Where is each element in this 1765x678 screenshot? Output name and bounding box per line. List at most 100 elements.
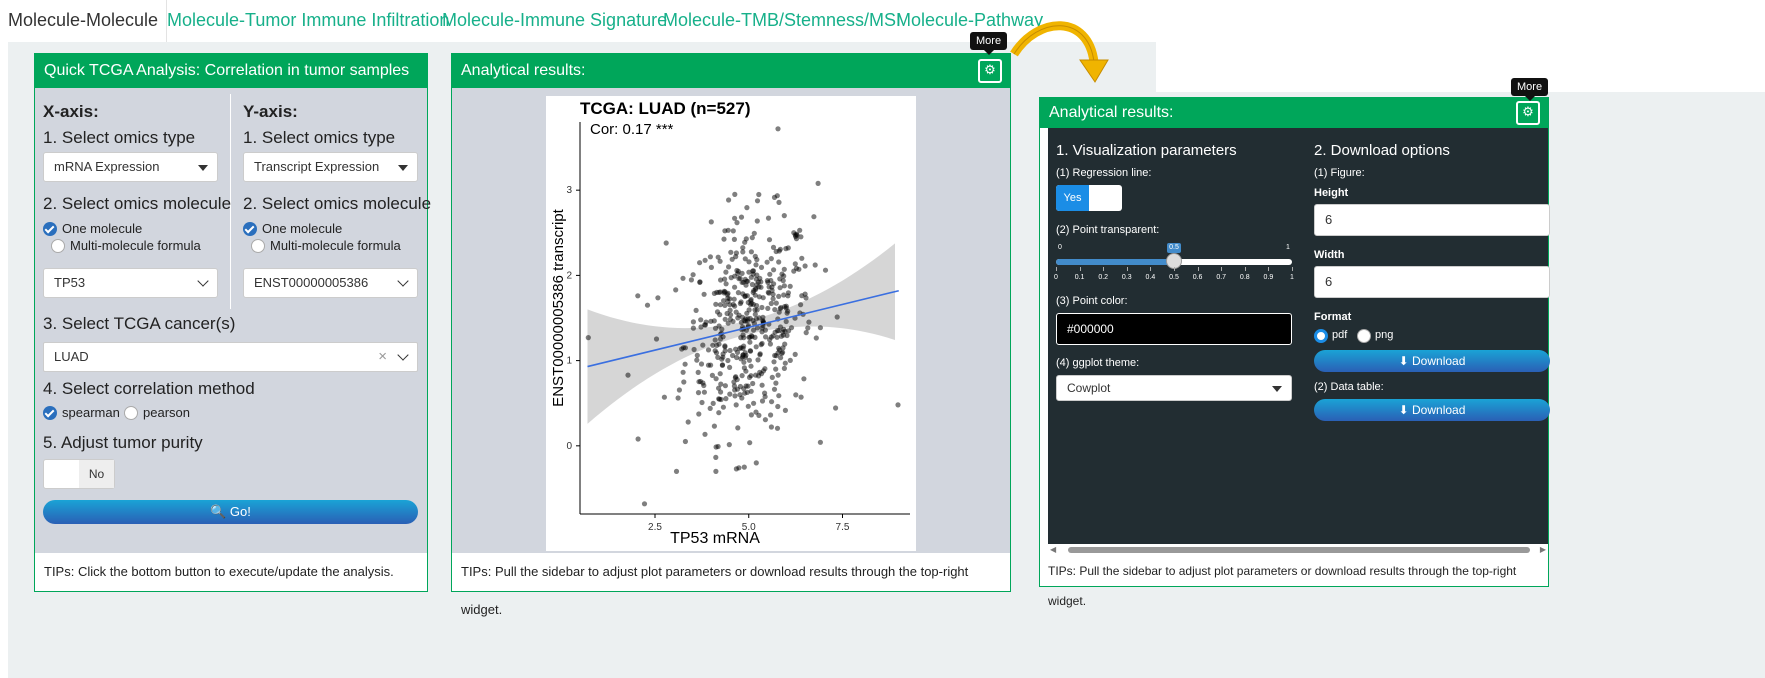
tab-molecule-tumor-immune-infiltration[interactable]: Molecule-Tumor Immune Infiltration — [167, 10, 450, 30]
data-point — [759, 382, 765, 388]
data-point — [732, 215, 738, 221]
data-point — [759, 340, 765, 347]
data-point — [749, 281, 755, 288]
data-point — [716, 341, 722, 347]
data-point — [713, 376, 719, 382]
x-omics-type-select[interactable]: mRNA Expression — [43, 152, 218, 182]
results-panel-sidebar: Analytical results: ⚙ 1. Visualization p… — [1039, 97, 1550, 608]
x-one-molecule-radio[interactable] — [43, 222, 57, 236]
data-point — [735, 315, 741, 321]
data-point — [690, 325, 696, 331]
sidebar-controls: 1. Visualization parameters (1) Regressi… — [1048, 128, 1550, 544]
clear-icon[interactable]: × — [378, 348, 387, 365]
data-point — [745, 299, 751, 306]
data-point — [757, 352, 763, 358]
slider-tick-mark — [1292, 267, 1293, 271]
data-point — [723, 396, 729, 402]
spearman-radio[interactable] — [43, 406, 57, 420]
scroll-right-icon[interactable]: ▶ — [1539, 545, 1546, 554]
data-point — [722, 348, 728, 354]
tab-molecule-tmb-stemness-msi[interactable]: Molecule-TMB/Stemness/MSI — [663, 10, 902, 30]
data-point — [748, 412, 754, 418]
data-point — [711, 423, 717, 429]
pearson-radio[interactable] — [124, 406, 138, 420]
y-multi-molecule-radio[interactable] — [251, 239, 265, 253]
data-point — [709, 372, 715, 378]
y-one-molecule-label: One molecule — [262, 221, 343, 236]
data-point — [721, 298, 727, 304]
data-point — [769, 374, 775, 380]
go-button[interactable]: 🔍 Go! — [43, 500, 418, 524]
data-point — [822, 267, 829, 273]
tab-molecule-molecule[interactable]: Molecule-Molecule — [0, 0, 168, 42]
data-point — [743, 383, 749, 389]
data-point — [663, 240, 669, 246]
gears-icon[interactable]: ⚙ — [978, 59, 1002, 83]
scatter-plot: 2.5 5.0 7.5 0 1 2 3 TCGA: LUAD (n=527) Cor: 0.17… — [546, 96, 916, 551]
panel-title: Quick TCGA Analysis: Correlation in tumo… — [35, 54, 427, 88]
pdf-label: pdf — [1332, 329, 1348, 341]
data-point — [742, 256, 748, 262]
data-point — [701, 291, 707, 297]
data-point — [770, 244, 777, 250]
data-point — [771, 267, 777, 273]
data-point — [721, 236, 727, 242]
data-point — [741, 335, 747, 341]
x-molecule-select[interactable]: TP53 — [43, 268, 218, 298]
data-point — [746, 357, 752, 363]
data-point — [767, 337, 773, 343]
x-multi-molecule-radio[interactable] — [51, 239, 65, 253]
gears-icon[interactable]: ⚙ — [1516, 101, 1540, 125]
slider-tick-mark — [1126, 267, 1128, 271]
y-one-molecule-radio[interactable] — [243, 222, 257, 236]
caret-down-icon — [198, 165, 208, 171]
y-molecule-select[interactable]: ENST00000005386 — [243, 268, 418, 298]
regression-toggle[interactable]: Yes — [1056, 185, 1122, 211]
scrollbar-thumb[interactable] — [1068, 547, 1530, 553]
tab-molecule-immune-signature[interactable]: Molecule-Immune Signature — [442, 10, 668, 30]
pdf-radio[interactable] — [1314, 329, 1328, 343]
results-body: 2.5 5.0 7.5 0 1 2 3 TCGA: LUAD (n=527) Cor: 0.17… — [452, 88, 1010, 556]
data-point — [720, 404, 726, 410]
height-input[interactable]: 6 — [1314, 204, 1550, 236]
data-point — [690, 272, 696, 278]
data-point — [747, 339, 753, 345]
y-omics-type-select[interactable]: Transcript Expression — [243, 152, 418, 182]
cancer-select[interactable]: LUAD × — [43, 342, 418, 372]
data-point — [748, 388, 754, 394]
data-point — [701, 389, 707, 395]
horizontal-scrollbar[interactable]: ◀ ▶ — [1048, 545, 1548, 555]
point-color-input[interactable]: #000000 — [1056, 313, 1292, 345]
slider-tick-mark — [1268, 267, 1270, 271]
data-point — [778, 333, 784, 339]
png-radio[interactable] — [1357, 329, 1371, 343]
chevron-down-icon — [397, 275, 409, 287]
width-input[interactable]: 6 — [1314, 266, 1550, 298]
data-point — [781, 213, 787, 219]
data-point — [673, 468, 680, 474]
theme-label: (4) ggplot theme: — [1056, 357, 1140, 369]
data-point — [817, 439, 823, 445]
more-tooltip: More — [1511, 78, 1549, 101]
x-axis-label: TP53 mRNA — [670, 530, 760, 547]
data-point — [715, 254, 721, 260]
data-point — [791, 230, 797, 236]
download-table-button[interactable]: ⬇ Download — [1314, 399, 1550, 421]
data-point — [773, 380, 779, 386]
tumor-purity-toggle[interactable]: No — [43, 459, 115, 489]
slider-tick-mark — [1150, 267, 1152, 271]
go-button-label: Go! — [229, 504, 251, 519]
tab-molecule-pathway[interactable]: Molecule-Pathway — [896, 10, 1044, 30]
download-figure-button[interactable]: ⬇ Download — [1314, 350, 1550, 372]
data-point — [753, 460, 759, 466]
y-axis-header: Y-axis: — [243, 102, 298, 121]
data-point — [770, 296, 776, 302]
slider-min: 0 — [1058, 244, 1062, 251]
data-point — [768, 256, 774, 262]
y-tick-label: 3 — [566, 185, 572, 196]
data-point — [796, 266, 802, 272]
data-point — [697, 279, 703, 285]
data-point — [725, 320, 731, 326]
theme-select[interactable]: Cowplot — [1056, 375, 1292, 401]
scroll-left-icon[interactable]: ◀ — [1050, 545, 1057, 554]
